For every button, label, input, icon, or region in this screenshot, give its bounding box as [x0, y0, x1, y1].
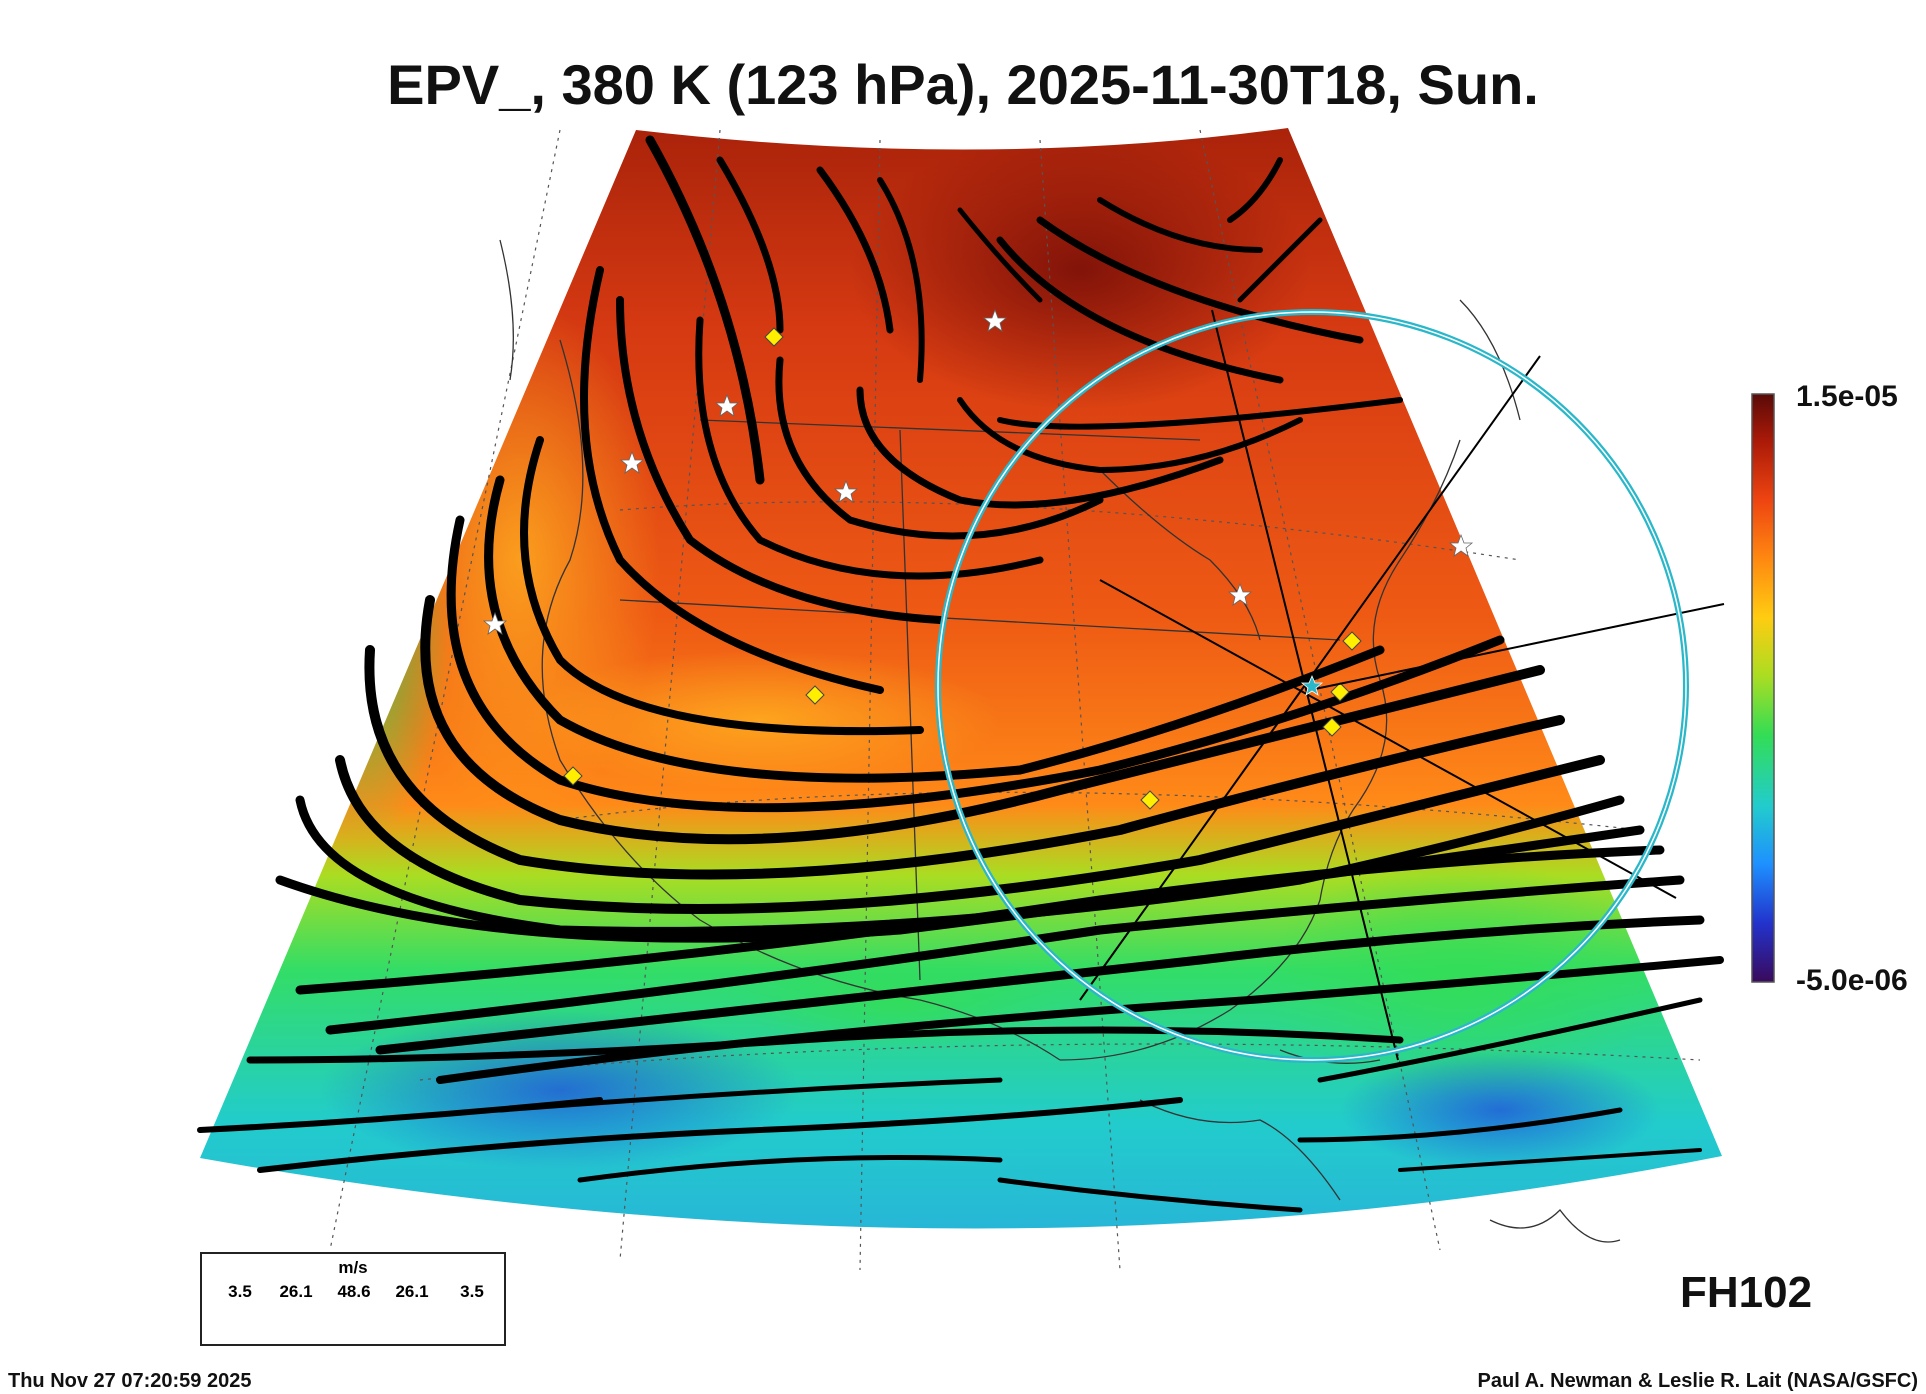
streamline — [520, 436, 924, 736]
streamline — [335, 755, 1605, 914]
focus-overlay — [935, 309, 1725, 1063]
wind-streamlines — [197, 135, 1724, 1213]
streamline — [957, 397, 1303, 474]
legend-value: 48.6 — [337, 1282, 371, 1301]
streamline — [996, 236, 1284, 384]
diamond-marker — [764, 327, 784, 347]
streamline — [1097, 197, 1263, 253]
streamline — [1317, 997, 1703, 1083]
streamline — [695, 316, 1044, 580]
diamond-marker — [1322, 717, 1342, 737]
streamline — [1398, 1148, 1702, 1172]
streamline — [375, 915, 1705, 1055]
center-star — [1300, 674, 1324, 696]
streamline — [816, 166, 894, 334]
streamline — [364, 645, 1565, 880]
streamline — [580, 266, 884, 694]
streamline — [1237, 217, 1323, 303]
star-marker — [482, 611, 508, 635]
streamline — [1227, 157, 1283, 223]
streamline — [645, 135, 765, 485]
streamline — [1036, 216, 1364, 344]
diamond-marker — [1330, 682, 1350, 702]
footer-timestamp: Thu Nov 27 07:20:59 2025 — [8, 1370, 252, 1392]
legend-value: 3.5 — [228, 1282, 252, 1301]
legend-value: 3.5 — [460, 1282, 484, 1301]
streamline — [877, 177, 925, 383]
streamline — [246, 1026, 1404, 1064]
streamline — [577, 1155, 1003, 1183]
streamline — [856, 386, 1224, 509]
diamond-marker — [563, 766, 583, 786]
star-marker — [619, 450, 645, 474]
streamline — [716, 156, 784, 334]
diamond-marker — [1140, 790, 1160, 810]
streamline — [1297, 1107, 1623, 1143]
forecast-hour-label: FH102 — [1680, 1268, 1813, 1317]
star-marker — [1227, 582, 1253, 606]
colorbar-min-label: -5.0e-06 — [1796, 964, 1908, 997]
footer-credit: Paul A. Newman & Leslie R. Lait (NASA/GS… — [1477, 1370, 1918, 1392]
streamline — [446, 515, 1505, 813]
wind-speed-legend: m/s 3.5 26.1 48.6 26.1 3.5 — [200, 1252, 506, 1346]
streamline — [497, 1077, 1003, 1113]
map-title: EPV_, 380 K (123 hPa), 2025-11-30T18, Su… — [387, 53, 1539, 116]
legend-value: 26.1 — [395, 1282, 429, 1301]
colorbar — [1751, 393, 1775, 983]
star-marker — [1448, 533, 1474, 557]
star-marker — [833, 479, 859, 503]
diamond-markers — [563, 327, 1362, 810]
coastlines — [499, 239, 1621, 1243]
star-marker — [982, 308, 1008, 332]
legend-value: 26.1 — [279, 1282, 313, 1301]
epv-field — [200, 128, 1722, 1229]
streamline — [997, 397, 1403, 430]
colorbar-max-label: 1.5e-05 — [1796, 380, 1898, 413]
legend-unit: m/s — [338, 1258, 368, 1277]
streamline — [325, 875, 1685, 1035]
streamline — [420, 595, 1545, 845]
streamline — [997, 1177, 1303, 1213]
streamline — [616, 296, 944, 624]
diamond-marker — [805, 685, 825, 705]
star-marker — [714, 393, 740, 417]
streamline — [775, 356, 1104, 540]
streamline — [957, 207, 1043, 303]
diamond-marker — [1342, 631, 1362, 651]
star-markers — [482, 308, 1474, 635]
streamline — [257, 1097, 1183, 1173]
streamline — [295, 845, 1665, 995]
